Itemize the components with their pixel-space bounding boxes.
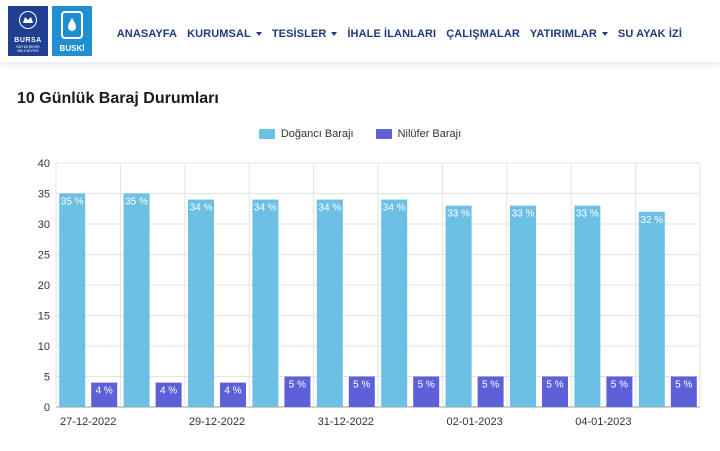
site-header: BURSA BÜYÜKŞEHİR BELEDİYESİ BUSKİ ANASAY… [0,0,720,62]
bar-nilufer [284,376,311,407]
data-label: 4 % [160,386,177,397]
data-label: 5 % [482,380,499,391]
data-label: 34 % [190,203,213,214]
x-tick-label: 29-12-2022 [189,416,245,428]
buski-logo[interactable]: BUSKİ [52,6,92,56]
bursa-municipality-logo[interactable]: BURSA BÜYÜKŞEHİR BELEDİYESİ [8,6,48,56]
data-label: 5 % [546,380,563,391]
main-nav: ANASAYFA KURUMSAL TESİSLER İHALE İLANLAR… [117,28,682,40]
legend-label: Nilüfer Barajı [397,128,462,140]
x-tick-label: 31-12-2022 [318,416,374,428]
legend-swatch [258,129,275,139]
bar-doganci [252,199,279,407]
bar-doganci [638,211,665,407]
legend-item-nilufer[interactable]: Nilüfer Barajı [375,128,462,140]
nav-su-ayak-izi[interactable]: SU AYAK İZİ [618,28,682,40]
nav-label: SU AYAK İZİ [617,28,682,40]
page-title: 10 Günlük Baraj Durumları [17,90,219,107]
data-label: 35 % [61,197,84,208]
bar-doganci [188,199,214,407]
y-tick-label: 35 [38,189,50,201]
buski-logo-text: BUSKİ [59,44,85,53]
nav-calismalar[interactable]: ÇALIŞMALAR [446,28,520,40]
bar-doganci [381,199,408,407]
nav-anasayfa[interactable]: ANASAYFA [117,28,177,40]
bar-doganci [574,205,601,407]
legend-swatch [375,129,392,139]
y-tick-label: 25 [38,250,50,262]
y-tick-label: 15 [38,311,50,323]
x-tick-label: 02-01-2023 [446,416,502,428]
bursa-logo-line2: BÜYÜKŞEHİR [16,45,40,49]
legend-item-doganci[interactable]: Doğancı Barajı [258,128,354,140]
chevron-down-icon [331,32,338,36]
bar-nilufer [670,376,697,407]
bar-nilufer [542,376,568,407]
bar-nilufer [348,376,375,407]
legend-label: Doğancı Barajı [280,128,354,140]
crest-icon [19,11,37,29]
bar-nilufer [155,382,182,407]
water-drop-icon [61,11,83,39]
bar-nilufer [413,376,440,407]
data-label: 33 % [576,209,599,220]
nav-ihale-ilanlari[interactable]: İHALE İLANLARI [347,28,436,40]
chevron-down-icon [601,32,608,36]
y-tick-label: 10 [38,341,50,353]
y-tick-label: 30 [38,219,50,231]
data-label: 4 % [224,386,241,397]
nav-yatirimlar[interactable]: YATIRIMLAR [530,28,608,40]
y-tick-label: 20 [38,280,50,292]
nav-kurumsal[interactable]: KURUMSAL [187,28,262,40]
chevron-down-icon [255,32,262,36]
bar-doganci [445,205,472,407]
data-label: 33 % [512,209,535,220]
bar-nilufer [606,376,633,407]
bar-doganci [510,205,536,407]
data-label: 34 % [383,203,406,214]
data-label: 35 % [125,197,148,208]
dam-status-chart: Doğancı Barajı Nilüfer Barajı 0 5 10 15 20 25… [0,118,720,451]
data-label: 34 % [254,203,277,214]
bursa-logo-line3: BELEDİYESİ [17,49,39,53]
chart-plot: 0 5 10 15 20 25 30 35 40 35 % 35 % 34 % 34 % 34 % 34 %… [38,158,701,428]
nav-tesisler[interactable]: TESİSLER [272,28,338,40]
x-tick-label: 27-12-2022 [60,416,116,428]
data-label: 5 % [418,380,435,391]
y-tick-label: 5 [44,372,50,384]
bar-doganci [316,199,343,407]
bar-nilufer [477,376,504,407]
data-label: 5 % [289,380,306,391]
bar-nilufer [91,382,118,407]
data-label: 34 % [318,203,341,214]
nav-label: ÇALIŞMALAR [446,28,520,40]
chart-legend: Doğancı Barajı Nilüfer Barajı [0,128,720,140]
x-tick-label: 04-01-2023 [575,416,631,428]
nav-label: YATIRIMLAR [529,28,597,40]
data-label: 5 % [353,380,370,391]
data-label: 4 % [96,386,113,397]
y-tick-label: 40 [38,158,50,170]
nav-label: İHALE İLANLARI [347,28,437,40]
nav-label: ANASAYFA [116,28,178,40]
bursa-logo-line1: BURSA [14,37,42,44]
data-label: 33 % [447,209,470,220]
bar-nilufer [220,382,246,407]
data-label: 5 % [611,380,628,391]
bar-doganci [59,193,86,407]
data-label: 32 % [640,215,663,226]
nav-label: TESİSLER [271,28,327,40]
bar-doganci [123,193,150,407]
y-tick-label: 0 [44,402,50,414]
data-label: 5 % [675,380,692,391]
nav-label: KURUMSAL [187,28,251,40]
